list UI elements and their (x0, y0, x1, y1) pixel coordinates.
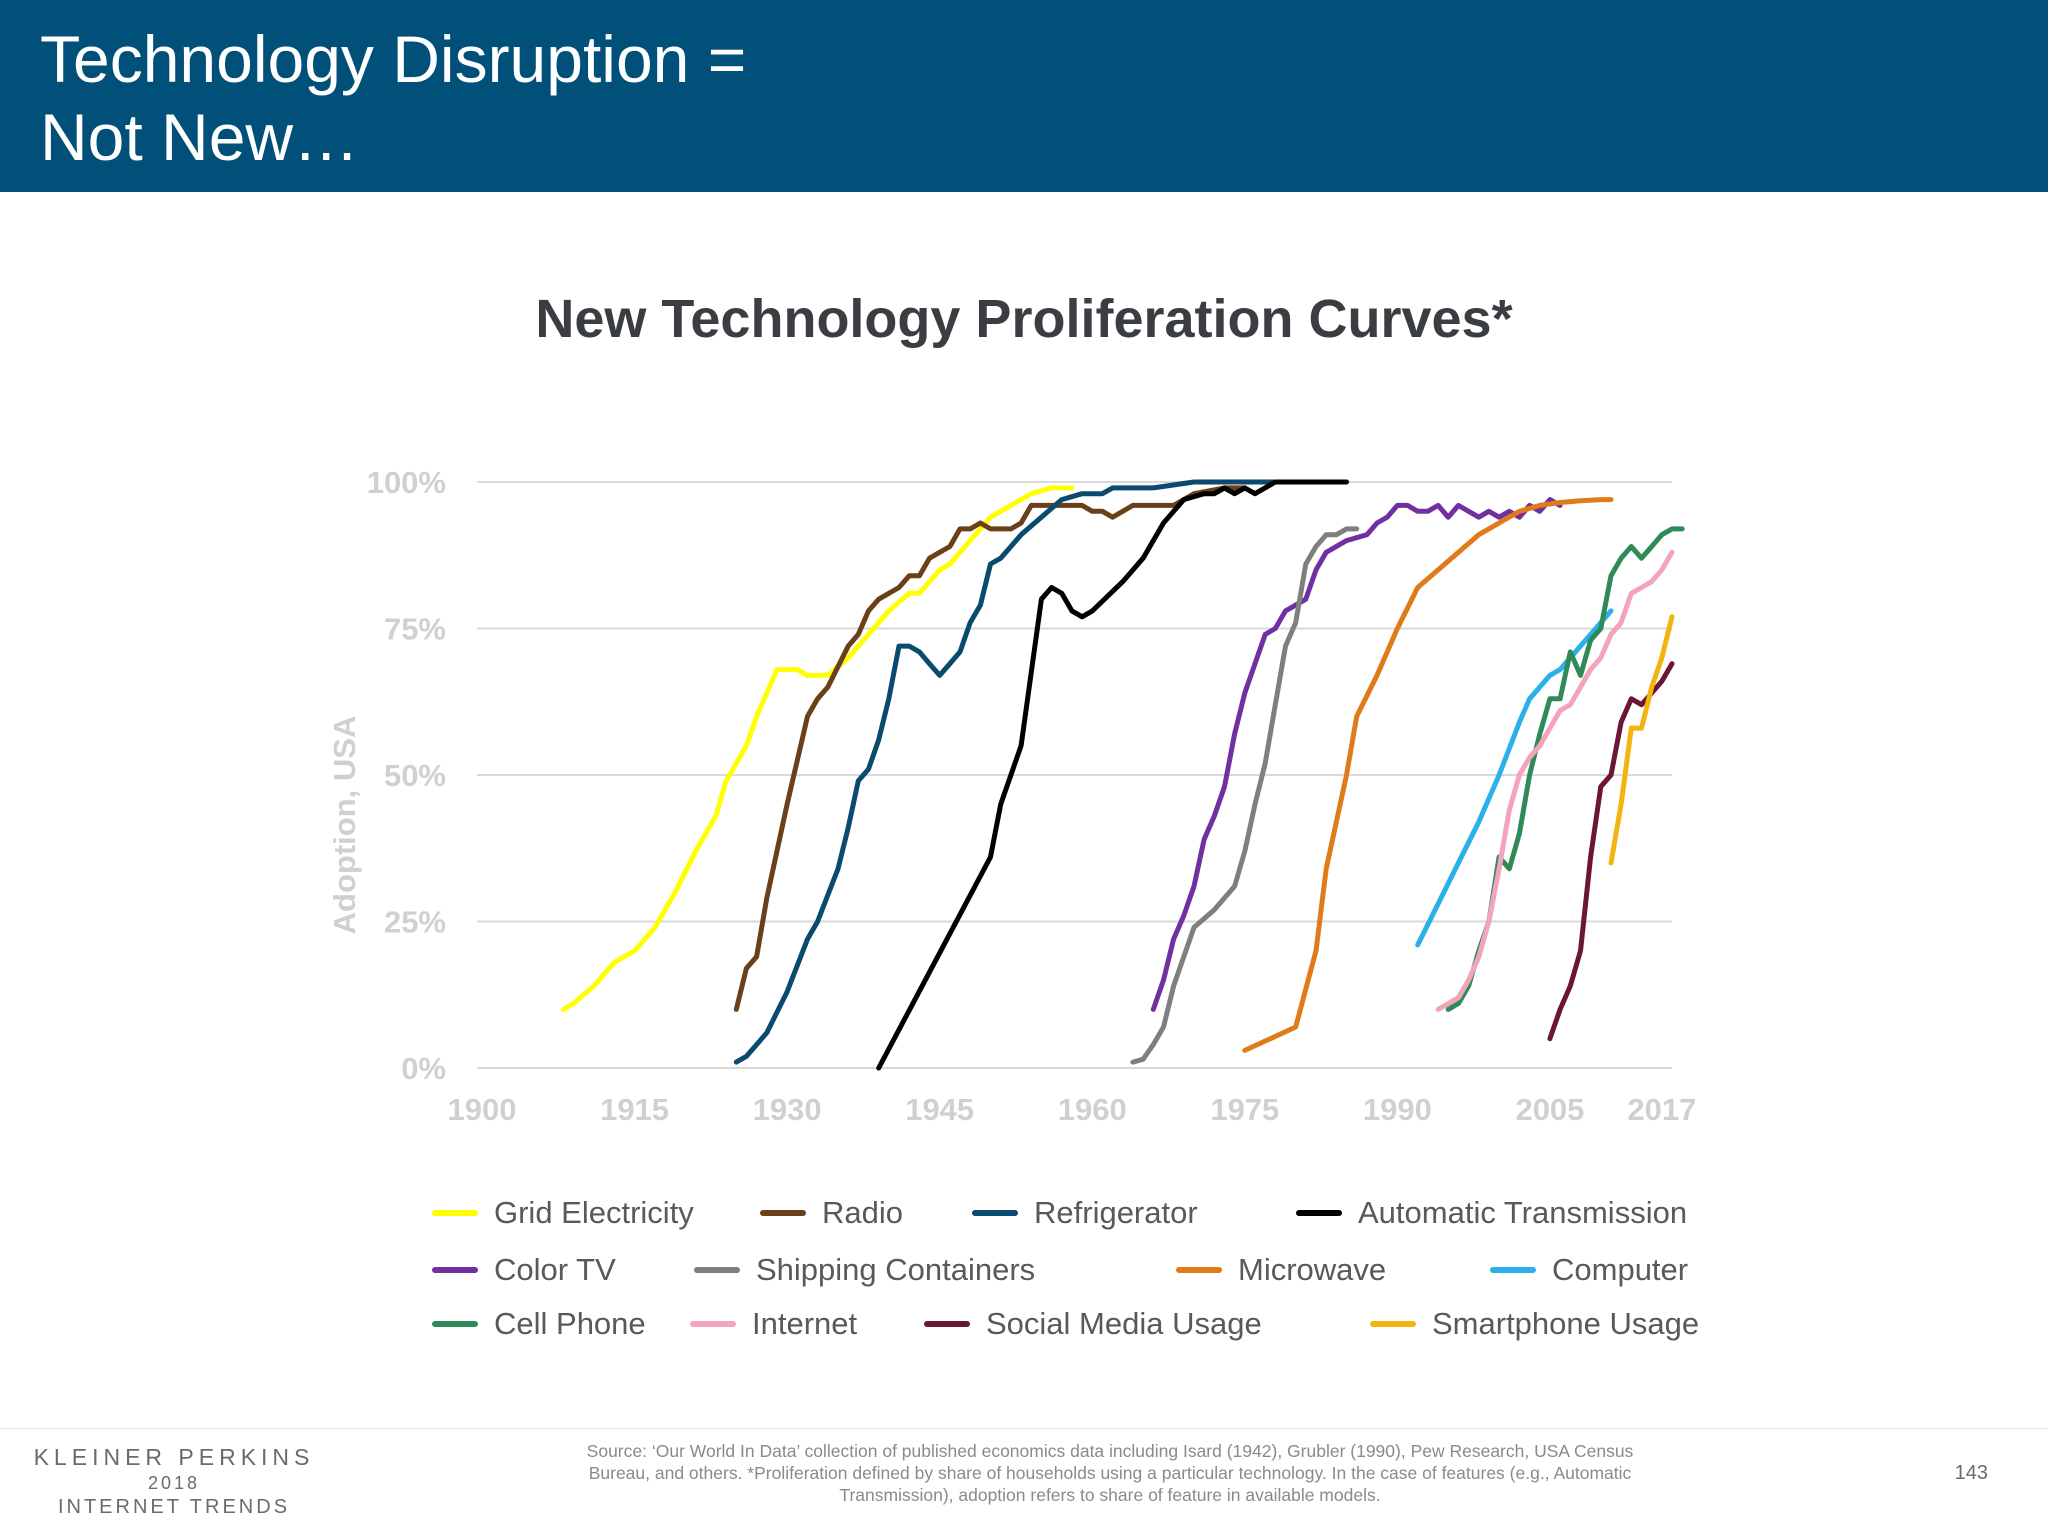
y-tick-label: 75% (384, 612, 446, 647)
x-tick-label: 2005 (1515, 1092, 1584, 1127)
series-line-refrigerator (733, 479, 1299, 1065)
source-note: Source: ‘Our World In Data’ collection o… (586, 1441, 1634, 1505)
x-tick-label: 2017 (1627, 1092, 1696, 1127)
x-tick-label: 1975 (1210, 1092, 1279, 1127)
chart-series-lines (560, 479, 1685, 1071)
logo-line-1: KLEINER PERKINS (33, 1444, 315, 1470)
page-number: 143 (1954, 1462, 1988, 1484)
x-tick-label: 1990 (1363, 1092, 1432, 1127)
y-tick-label: 50% (384, 758, 446, 793)
y-tick-label: 0% (401, 1051, 446, 1086)
slide-header: Technology Disruption = Not New… (0, 0, 2048, 192)
series-line-shipping-containers (1130, 526, 1360, 1065)
series-line-computer (1415, 608, 1614, 948)
x-tick-label: 1900 (448, 1092, 517, 1127)
series-line-internet (1435, 549, 1675, 1012)
series-line-microwave (1242, 497, 1614, 1053)
x-axis-ticks: 1900 1915 1930 1945 1960 1975 1990 2005 2017 (448, 1092, 1697, 1127)
logo-line-3: INTERNET TRENDS (57, 1496, 291, 1518)
series-line-automatic-transmission (876, 479, 1349, 1071)
x-tick-label: 1960 (1058, 1092, 1127, 1127)
x-tick-label: 1930 (753, 1092, 822, 1127)
footer-divider (0, 1428, 2048, 1429)
chart-gridlines (477, 481, 1672, 1069)
series-line-smartphone-usage (1608, 614, 1675, 866)
chart-title: New Technology Proliferation Curves* (535, 289, 1513, 349)
series-line-color-tv (1150, 497, 1563, 1012)
logo-line-2: 2018 (147, 1473, 201, 1493)
y-axis-ticks: 0% 25% 50% 75% 100% (367, 465, 446, 1086)
y-axis-label: Adoption, USA (327, 716, 362, 935)
series-line-radio (733, 485, 1248, 1012)
y-tick-label: 25% (384, 905, 446, 940)
slide-title: Technology Disruption = Not New… (40, 22, 747, 174)
y-tick-label: 100% (367, 465, 446, 500)
kleiner-perkins-logo: KLEINER PERKINS 2018 INTERNET TRENDS (24, 1444, 324, 1519)
series-line-grid-electricity (560, 485, 1075, 1012)
x-tick-label: 1915 (600, 1092, 669, 1127)
x-tick-label: 1945 (905, 1092, 974, 1127)
